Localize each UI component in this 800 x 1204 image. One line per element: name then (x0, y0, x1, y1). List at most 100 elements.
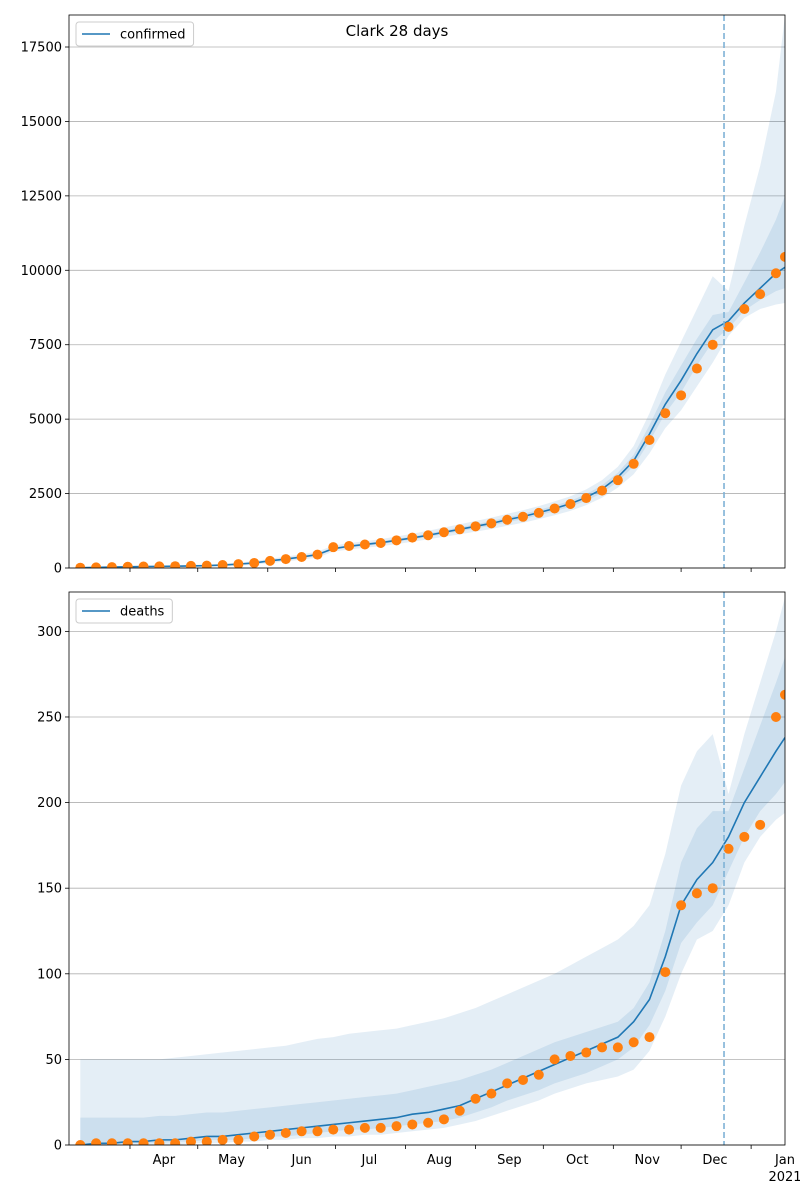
y-tick-label: 50 (45, 1053, 62, 1068)
observation-dot (628, 458, 639, 469)
observation-dot (233, 559, 244, 568)
observation-dot (391, 535, 402, 546)
observation-dot (581, 1047, 592, 1058)
model-line (80, 266, 785, 568)
observation-dot (185, 1136, 196, 1145)
observation-dot (138, 561, 149, 568)
observation-dot (660, 967, 671, 978)
observation-dot (75, 1140, 86, 1145)
observation-dot (91, 1138, 102, 1145)
y-tick-label: 10000 (21, 264, 62, 279)
observation-dot (581, 493, 592, 504)
observation-dot (312, 549, 323, 560)
observation-dot (359, 1122, 370, 1133)
observation-dot (597, 1042, 608, 1053)
x-tick-label: Oct (566, 1153, 588, 1168)
observation-dot (612, 475, 623, 486)
observation-dot (486, 1088, 497, 1099)
y-tick-label: 5000 (29, 413, 62, 428)
observation-dot (565, 1050, 576, 1061)
observation-dot (565, 498, 576, 509)
observation-dot (739, 303, 750, 314)
observation-dot (265, 555, 276, 566)
axes-frame (68, 591, 786, 1146)
observation-dot (91, 562, 102, 568)
observation-dot (597, 485, 608, 496)
y-tick-label: 300 (37, 625, 62, 640)
observation-dot (312, 1126, 323, 1137)
observation-dot (375, 1122, 386, 1133)
observation-dot (438, 527, 449, 538)
y-tick-label: 200 (37, 796, 62, 811)
y-tick-label: 150 (37, 882, 62, 897)
y-tick-label: 17500 (21, 41, 62, 56)
observation-dot (106, 1138, 117, 1145)
x-tick-label: May (218, 1153, 245, 1168)
x-tick-label: Aug (427, 1153, 452, 1168)
x-tick-label: Jun (290, 1153, 311, 1168)
x-tick-label: Jul (361, 1153, 378, 1168)
observation-dot (201, 1136, 212, 1145)
observation-dot (755, 819, 766, 830)
observation-dot (423, 1117, 434, 1128)
observation-dot (770, 268, 781, 279)
observation-dot (344, 1124, 355, 1135)
observation-dot (780, 689, 785, 700)
confidence-band (80, 597, 785, 1145)
observation-dot (470, 521, 481, 532)
observation-dot (533, 507, 544, 518)
observation-dot (170, 561, 181, 568)
observation-dot (739, 831, 750, 842)
observation-dot (660, 408, 671, 419)
observation-dot (549, 503, 560, 514)
observation-dot (770, 711, 781, 722)
observation-dot (676, 900, 687, 911)
axes-frame (68, 14, 786, 569)
y-tick-label: 100 (37, 967, 62, 982)
observation-dot (407, 1119, 418, 1130)
observation-dot (328, 1124, 339, 1135)
observation-dot (344, 540, 355, 551)
observation-dot (454, 1105, 465, 1116)
observation-dot (755, 289, 766, 300)
x-tick-label: Apr (153, 1153, 176, 1168)
y-tick-label: 2500 (29, 487, 62, 502)
observation-dot (201, 560, 212, 568)
observation-dot (217, 1134, 228, 1145)
legend-box (75, 21, 195, 47)
observation-dot (249, 557, 260, 568)
model-line (80, 737, 785, 1145)
observation-dot (723, 843, 734, 854)
observation-dot (502, 514, 513, 525)
observation-dot (170, 1138, 181, 1145)
observation-dot (359, 539, 370, 550)
observation-dot (154, 561, 165, 568)
observation-dot (612, 1042, 623, 1053)
observation-dot (780, 251, 785, 262)
observation-dot (280, 1128, 291, 1139)
observation-dot (644, 1032, 655, 1043)
y-tick-label: 7500 (29, 338, 62, 353)
legend-box (75, 598, 173, 624)
observation-dot (265, 1129, 276, 1140)
observation-dot (707, 883, 718, 894)
observation-dot (391, 1121, 402, 1132)
chart-title: Clark 28 days (346, 22, 449, 40)
observation-dot (233, 1134, 244, 1145)
observation-dot (549, 1054, 560, 1065)
observation-dot (707, 339, 718, 350)
x-tick-label: Nov (635, 1153, 661, 1168)
observation-dot (723, 321, 734, 332)
observation-dot (486, 518, 497, 529)
observation-dot (691, 888, 702, 899)
observation-dot (122, 1138, 133, 1145)
x-tick-label: Dec (702, 1153, 727, 1168)
y-tick-label: 15000 (21, 115, 62, 130)
observation-dot (691, 363, 702, 374)
observation-dot (517, 1074, 528, 1085)
observation-dot (423, 530, 434, 541)
x-tick-label: Sep (497, 1153, 522, 1168)
y-tick-label: 250 (37, 710, 62, 725)
